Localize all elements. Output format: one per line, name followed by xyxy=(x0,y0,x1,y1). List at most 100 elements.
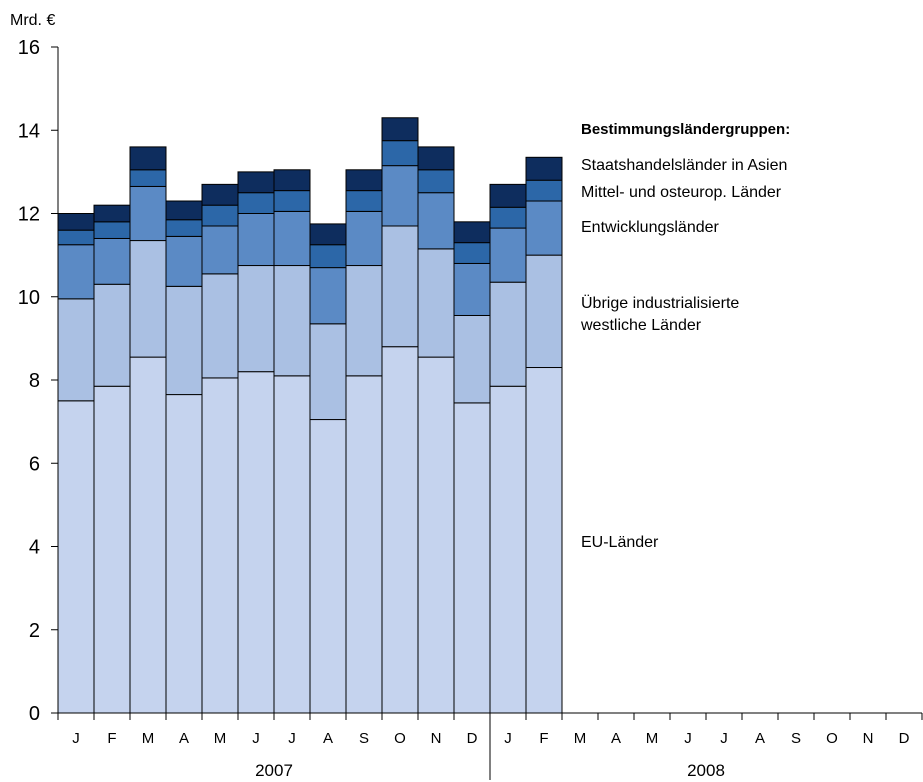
bar-segment-5 xyxy=(346,170,382,191)
bar-segment-2 xyxy=(94,284,130,386)
legend-label-1: EU-Länder xyxy=(581,534,659,551)
bar-segment-3 xyxy=(346,211,382,265)
bar-segment-3 xyxy=(382,166,418,226)
month-label: D xyxy=(467,730,478,747)
bar-segment-1 xyxy=(310,420,346,713)
month-label: F xyxy=(107,730,116,747)
bar-segment-1 xyxy=(130,357,166,713)
bar-segment-1 xyxy=(166,395,202,713)
bar-segment-1 xyxy=(454,403,490,713)
bar-segment-5 xyxy=(490,184,526,207)
month-label: N xyxy=(863,730,874,747)
bar-segment-3 xyxy=(238,214,274,266)
bar-segment-4 xyxy=(490,207,526,228)
bar-segment-2 xyxy=(526,255,562,367)
bar-segment-2 xyxy=(490,282,526,386)
y-tick-label: 0 xyxy=(29,703,40,725)
bar-segment-4 xyxy=(238,193,274,214)
bar-segment-4 xyxy=(58,230,94,245)
month-label: J xyxy=(504,730,512,747)
month-label: N xyxy=(431,730,442,747)
bar-segment-2 xyxy=(310,324,346,420)
bar-segment-1 xyxy=(58,401,94,713)
bar-segment-4 xyxy=(310,245,346,268)
bar-segment-1 xyxy=(382,347,418,713)
y-tick-label: 12 xyxy=(18,204,40,226)
bar-segment-3 xyxy=(418,193,454,249)
month-label: J xyxy=(684,730,692,747)
legend-label-2: Übrige industrialisierte xyxy=(581,294,739,312)
bar-segment-3 xyxy=(274,211,310,265)
month-label: M xyxy=(646,730,659,747)
year-label: 2007 xyxy=(255,761,293,780)
bar-segment-2 xyxy=(166,286,202,394)
month-label: M xyxy=(574,730,587,747)
bar-segment-1 xyxy=(94,386,130,713)
month-label: O xyxy=(394,730,406,747)
bar-segment-2 xyxy=(454,315,490,402)
y-tick-label: 6 xyxy=(29,453,40,475)
bar-segment-2 xyxy=(58,299,94,401)
bar-segment-5 xyxy=(202,184,238,205)
y-tick-label: 16 xyxy=(18,37,40,59)
bar-segment-2 xyxy=(274,266,310,376)
bar-segment-1 xyxy=(346,376,382,713)
bar-segment-5 xyxy=(130,147,166,170)
y-tick-label: 10 xyxy=(18,287,40,309)
bar-segment-4 xyxy=(418,170,454,193)
bar-segment-5 xyxy=(382,118,418,141)
legend-label-5: Staatshandelsländer in Asien xyxy=(581,157,787,174)
legend-title: Bestimmungsländergruppen: xyxy=(581,121,790,138)
bar-segment-2 xyxy=(346,266,382,376)
bar-segment-2 xyxy=(130,241,166,358)
bar-segment-1 xyxy=(202,378,238,713)
bar-segment-3 xyxy=(310,268,346,324)
month-label: S xyxy=(359,730,369,747)
bar-segment-4 xyxy=(526,180,562,201)
bars xyxy=(58,118,562,713)
bar-segment-5 xyxy=(166,201,202,220)
bar-segment-5 xyxy=(238,172,274,193)
month-label: S xyxy=(791,730,801,747)
y-axis: 0 2 4 6 8 10 12 14 16 xyxy=(18,37,58,725)
legend-label-2: westliche Länder xyxy=(580,317,702,334)
bar-segment-4 xyxy=(166,220,202,237)
bar-segment-3 xyxy=(490,228,526,282)
bar-segment-5 xyxy=(274,170,310,191)
month-label: A xyxy=(611,730,621,747)
bar-segment-3 xyxy=(526,201,562,255)
month-label: M xyxy=(142,730,155,747)
bar-segment-5 xyxy=(526,157,562,180)
bar-segment-4 xyxy=(346,191,382,212)
month-label: D xyxy=(899,730,910,747)
bar-segment-3 xyxy=(166,236,202,286)
month-label: F xyxy=(539,730,548,747)
bar-segment-4 xyxy=(94,222,130,239)
bar-segment-5 xyxy=(454,222,490,243)
bar-segment-3 xyxy=(454,263,490,315)
bar-segment-2 xyxy=(202,274,238,378)
bar-segment-4 xyxy=(130,170,166,187)
y-tick-label: 2 xyxy=(29,620,40,642)
y-tick-label: 8 xyxy=(29,370,40,392)
bar-segment-1 xyxy=(490,386,526,713)
bar-segment-3 xyxy=(130,186,166,240)
month-label: J xyxy=(288,730,296,747)
bar-segment-5 xyxy=(418,147,454,170)
month-label: J xyxy=(72,730,80,747)
legend: Bestimmungsländergruppen: EU-Länder Übrig… xyxy=(580,121,790,551)
bar-segment-3 xyxy=(202,226,238,274)
month-label: J xyxy=(720,730,728,747)
y-tick-label: 4 xyxy=(29,537,40,559)
legend-label-4: Mittel- und osteurop. Länder xyxy=(581,184,782,201)
year-label: 2008 xyxy=(687,761,725,780)
bar-segment-1 xyxy=(274,376,310,713)
y-tick-label: 14 xyxy=(18,120,40,142)
unit-label: Mrd. € xyxy=(10,12,55,29)
bar-segment-1 xyxy=(526,368,562,713)
bar-segment-5 xyxy=(94,205,130,222)
bar-segment-1 xyxy=(418,357,454,713)
bar-segment-2 xyxy=(418,249,454,357)
bar-segment-5 xyxy=(310,224,346,245)
